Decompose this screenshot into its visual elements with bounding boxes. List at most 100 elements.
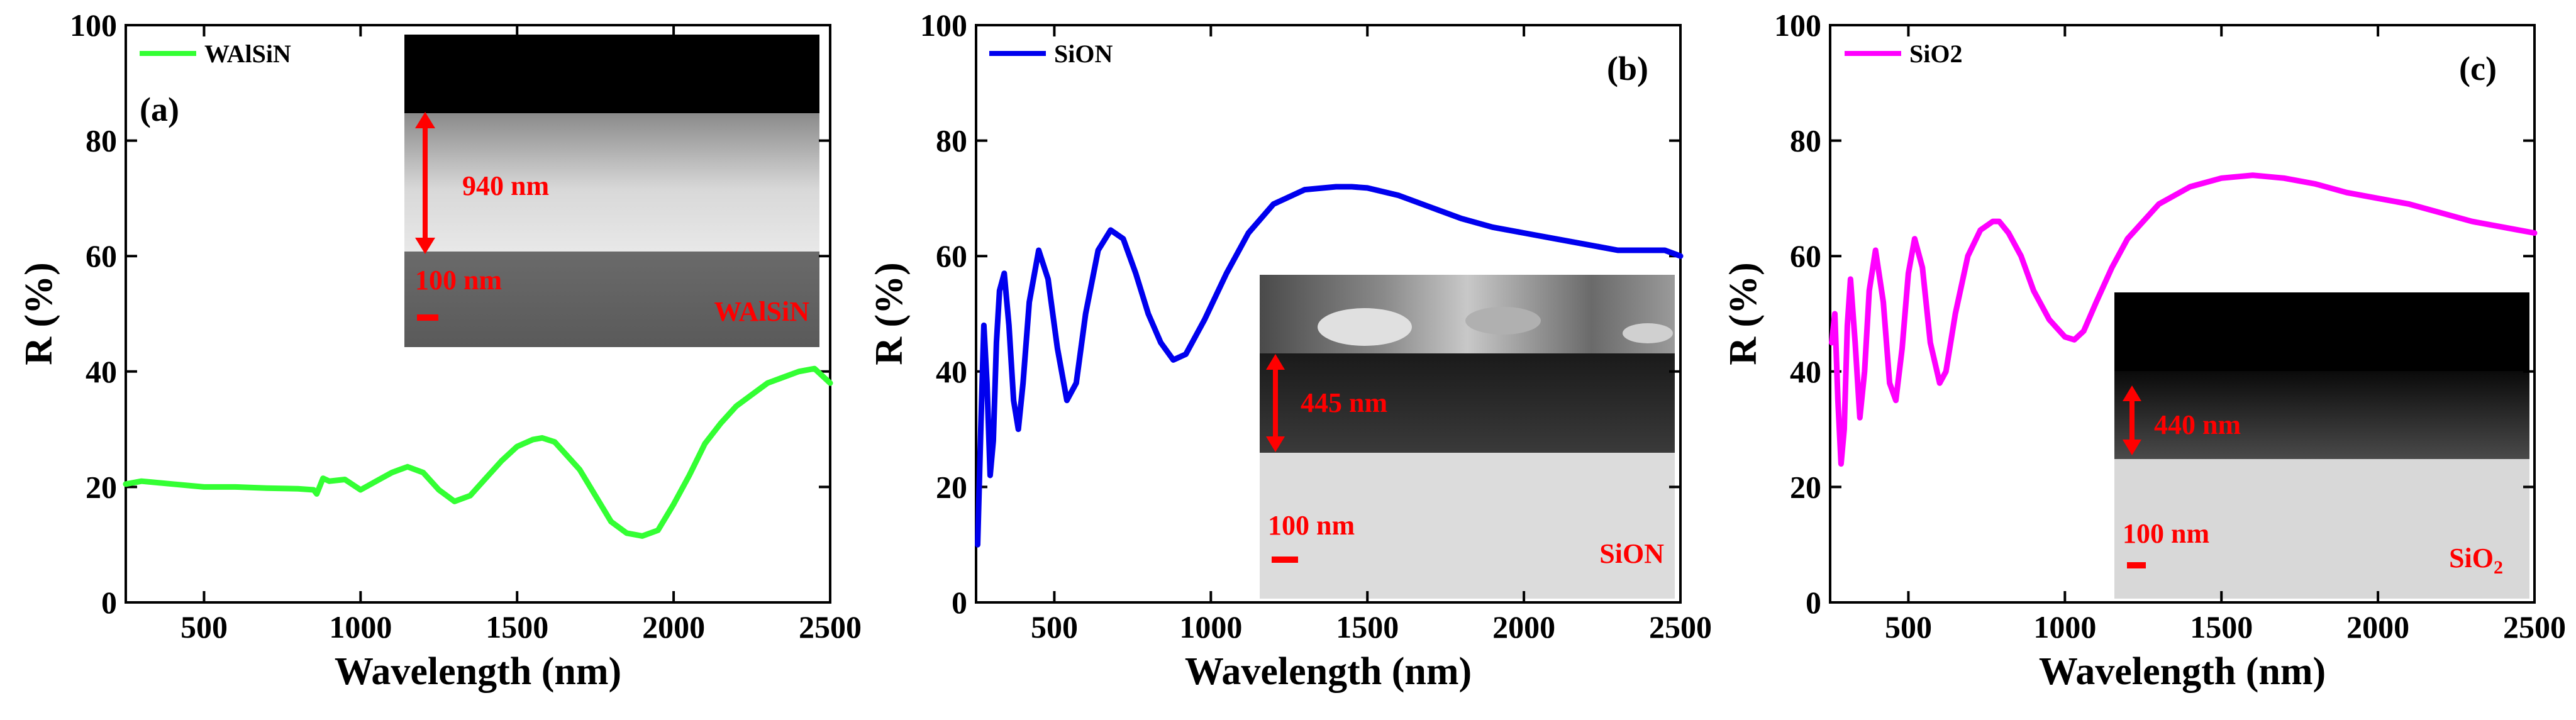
panel-a-letter: (a) [140, 91, 179, 128]
data-point [995, 341, 998, 344]
inset-b-thickness-label: 445 nm [1301, 387, 1387, 418]
legend-b-label: SiON [1054, 40, 1113, 68]
data-point [1553, 237, 1557, 240]
data-point [609, 520, 613, 523]
data-point [312, 489, 315, 491]
data-point [2251, 174, 2254, 177]
panel-b: 445 nm 100 nm SiON 500 1000 1500 2000 2500 0 2… [868, 8, 1712, 693]
inset-b-film-layer [1260, 353, 1675, 453]
x-tick-label: 500 [1885, 609, 1932, 645]
y-tick-label: 60 [1790, 238, 1821, 274]
inset-b-surface-particle [1465, 307, 1541, 335]
data-point [140, 480, 143, 483]
y-tick-label: 80 [936, 123, 967, 158]
data-point [672, 502, 675, 506]
data-point [2157, 202, 2160, 206]
data-point [391, 471, 394, 474]
inset-a-top-layer [404, 35, 819, 113]
data-point [989, 474, 992, 477]
inset-c-top-layer [2114, 292, 2529, 371]
inset-c-scale-bar [2127, 562, 2146, 568]
inset-a-scale-bar [417, 314, 438, 321]
data-point [1836, 399, 1840, 402]
data-point [2082, 330, 2085, 333]
inset-b-surface-particle [1623, 323, 1673, 343]
legend-b: SiON [989, 40, 1113, 68]
data-point [1303, 188, 1306, 191]
data-point [553, 440, 556, 443]
panel-b-letter: (b) [1607, 50, 1648, 87]
y-tick-label: 60 [936, 238, 967, 274]
y-axis-title: R (%) [868, 262, 911, 365]
data-point [484, 477, 487, 480]
data-point [343, 478, 347, 481]
data-point [321, 477, 325, 480]
data-point [2007, 231, 2010, 235]
y-tick-label: 0 [101, 585, 117, 620]
y-tick-label: 80 [1790, 123, 1821, 158]
y-tick-label: 0 [1806, 585, 1821, 620]
inset-b-sem-image: 445 nm 100 nm SiON [1260, 275, 1675, 599]
data-point [2189, 186, 2192, 188]
data-point [2470, 220, 2473, 223]
data-point [1008, 324, 1011, 327]
y-tick-label: 40 [1790, 354, 1821, 389]
data-point [1350, 186, 1353, 188]
data-point [1907, 272, 1910, 275]
data-point [1921, 266, 1924, 269]
inset-c-thickness-label: 440 nm [2154, 409, 2241, 440]
data-point [2032, 289, 2035, 292]
y-tick-label: 100 [1774, 8, 1821, 43]
data-point [2533, 231, 2536, 235]
data-point [1084, 313, 1087, 315]
data-point [2073, 338, 2076, 341]
data-point [1159, 341, 1162, 344]
inset-b-top-layer [1260, 275, 1675, 353]
y-tick-label: 80 [86, 123, 117, 158]
data-point [1967, 255, 1969, 258]
data-point [1075, 382, 1078, 385]
axes-c: 500 1000 1500 2000 2500 0 20 40 60 80 100 Wavelengt… [1722, 8, 2566, 693]
data-point [2126, 237, 2129, 240]
data-point [1938, 382, 1941, 385]
y-tick-label: 60 [86, 238, 117, 274]
data-point [1225, 272, 1228, 275]
data-point [688, 474, 691, 477]
data-point [1868, 289, 1871, 292]
data-point [1056, 347, 1059, 350]
data-point [234, 485, 237, 489]
inset-b-scale-bar [1272, 557, 1298, 563]
panel-c-letter: (c) [2459, 50, 2497, 87]
data-point [1017, 428, 1020, 431]
data-point [2345, 191, 2348, 194]
data-point [203, 485, 206, 489]
data-point [2095, 301, 2098, 304]
inset-b-substrate-layer [1260, 453, 1675, 599]
inset-c-substrate-layer [2114, 459, 2529, 599]
data-point [1335, 186, 1338, 188]
data-point [541, 436, 543, 440]
data-point [1134, 272, 1137, 275]
x-tick-label: 2500 [1649, 609, 1712, 645]
data-point [1846, 324, 1849, 327]
series-a [123, 365, 833, 539]
data-point [1002, 272, 1006, 275]
data-point [782, 376, 785, 379]
x-tick-label: 2500 [799, 609, 862, 645]
data-point [516, 445, 519, 448]
data-point [1428, 206, 1431, 209]
data-point [1203, 318, 1206, 321]
x-tick-label: 500 [180, 609, 228, 645]
y-tick-label: 40 [936, 354, 967, 389]
data-point [1863, 370, 1866, 373]
inset-a-thickness-label: 940 nm [462, 170, 549, 201]
data-point [1097, 249, 1100, 252]
panel-c: 440 nm 100 nm SiO2 500 1000 1500 2000 2500 0 2… [1722, 8, 2566, 693]
data-point [437, 489, 440, 491]
legend-c-label: SiO2 [1909, 40, 1962, 68]
plot-frame [975, 24, 1682, 604]
y-axis-title: R (%) [18, 262, 60, 365]
data-point [1833, 313, 1836, 315]
data-point [296, 487, 299, 490]
